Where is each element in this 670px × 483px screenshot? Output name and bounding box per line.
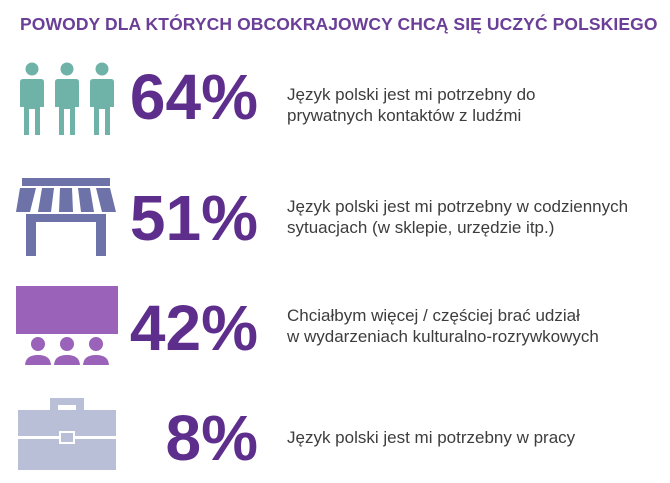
reason-row-4: 8% Język polski jest mi potrzebny w prac… [0, 396, 670, 476]
reason-row-1: 64% Język polski jest mi potrzebny do pr… [0, 56, 670, 138]
people-icon [18, 60, 116, 137]
reason-line: Chciałbym więcej / częściej brać udział [287, 306, 580, 325]
reason-text: Chciałbym więcej / częściej brać udział … [287, 305, 599, 347]
reason-line: Język polski jest mi potrzebny w pracy [287, 428, 576, 447]
percent-value: 8% [165, 402, 259, 474]
reason-line: sytuacjach (w sklepie, urzędzie itp.) [287, 218, 555, 237]
reason-text: Język polski jest mi potrzebny w pracy [287, 427, 575, 448]
percent-value: 42% [129, 292, 258, 364]
reason-row-3: 42% Chciałbym więcej / częściej brać udz… [0, 284, 670, 374]
reason-row-2: 51% Język polski jest mi potrzebny w cod… [0, 170, 670, 256]
reason-line: prywatnych kontaktów z ludźmi [287, 106, 522, 125]
reason-line: w wydarzeniach kulturalno-rozrywkowych [287, 327, 599, 346]
percent-value: 64% [129, 61, 258, 133]
audience-icon [16, 286, 118, 367]
reason-line: Język polski jest mi potrzebny w codzien… [287, 197, 629, 216]
reason-text: Język polski jest mi potrzebny w codzien… [287, 196, 628, 238]
shop-icon [16, 178, 116, 256]
reason-text: Język polski jest mi potrzebny do prywat… [287, 84, 536, 126]
chart-title: POWODY DLA KTÓRYCH OBCOKRAJOWCY CHCĄ SIĘ… [20, 14, 658, 34]
briefcase-icon [18, 398, 116, 470]
percent-value: 51% [129, 182, 258, 254]
reason-line: Język polski jest mi potrzebny do [287, 85, 536, 104]
